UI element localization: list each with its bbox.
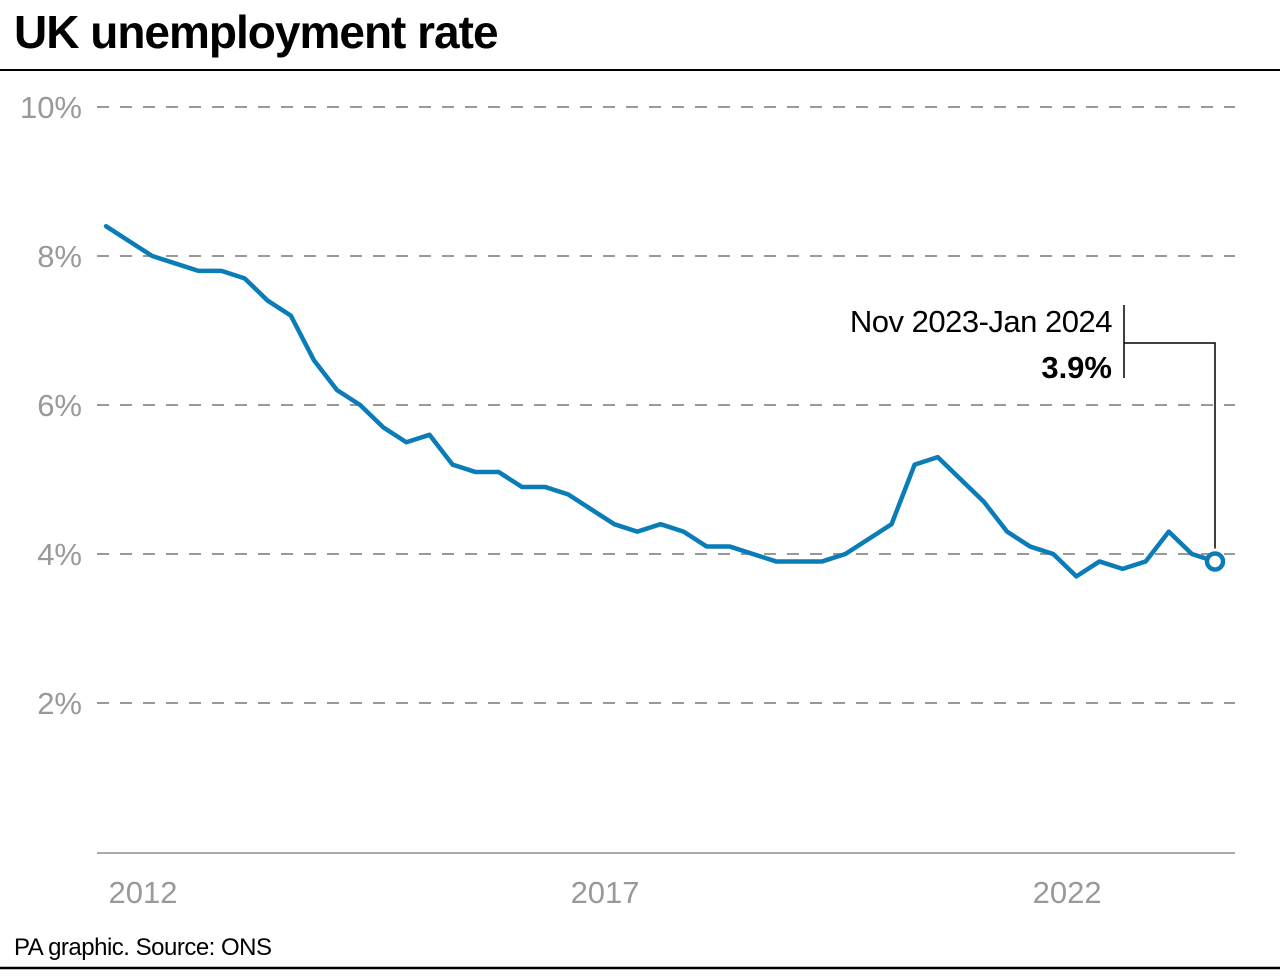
- y-tick-label: 2%: [37, 686, 82, 721]
- annotation-value: 3.9%: [1041, 350, 1112, 385]
- y-tick-label: 6%: [37, 388, 82, 423]
- chart-title: UK unemployment rate: [14, 6, 498, 58]
- annotation-leader-line: [1123, 305, 1216, 549]
- series-line: [103, 223, 1218, 579]
- y-tick-label: 4%: [37, 537, 82, 572]
- annotation-period: Nov 2023-Jan 2024: [850, 304, 1112, 339]
- x-tick-label: 2012: [108, 875, 177, 910]
- y-tick-label: 10%: [20, 90, 82, 125]
- latest-point-marker: [1204, 551, 1226, 572]
- x-tick-label: 2017: [571, 875, 640, 910]
- source-note: PA graphic. Source: ONS: [14, 934, 272, 961]
- y-tick-label: 8%: [37, 239, 82, 274]
- x-tick-label: 2022: [1033, 875, 1102, 910]
